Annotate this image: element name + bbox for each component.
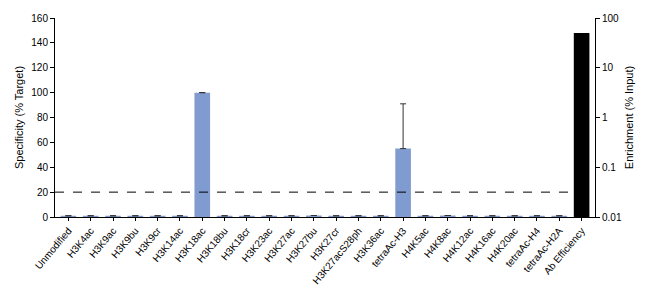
svg-text:120: 120 [31,62,48,73]
svg-text:H3K14ac: H3K14ac [150,225,185,264]
svg-text:0.01: 0.01 [602,212,622,223]
svg-text:H3K9cr: H3K9cr [133,225,163,258]
svg-text:H3K18bu: H3K18bu [195,225,230,264]
svg-text:H4K20ac: H4K20ac [485,225,520,264]
svg-text:Enrichment (% Input): Enrichment (% Input) [623,66,635,169]
svg-text:H3K27acS28ph: H3K27acS28ph [310,225,363,286]
svg-text:100: 100 [602,13,619,24]
svg-text:H3K27ac: H3K27ac [262,225,297,264]
svg-text:20: 20 [37,187,49,198]
svg-text:1: 1 [602,112,608,123]
svg-text:H3K4ac: H3K4ac [65,225,96,259]
svg-text:tetraAc-H4: tetraAc-H4 [503,225,542,269]
svg-text:H3K27bu: H3K27bu [284,225,319,264]
svg-text:H3K9ac: H3K9ac [87,225,118,259]
svg-text:H3K9bu: H3K9bu [109,225,141,260]
svg-text:H4K12ac: H4K12ac [441,225,476,264]
svg-text:H3K27cr: H3K27cr [308,225,342,262]
svg-text:H3K18cr: H3K18cr [219,225,253,262]
svg-text:60: 60 [37,137,49,148]
svg-text:Ab Efficiency: Ab Efficiency [542,225,587,276]
svg-text:0.1: 0.1 [602,162,616,173]
svg-text:160: 160 [31,13,48,24]
svg-text:tetraAc-H2A: tetraAc-H2A [521,225,565,274]
svg-text:Specificity (% Target): Specificity (% Target) [13,66,25,169]
svg-text:H4K5ac: H4K5ac [399,225,430,259]
svg-text:H3K36ac: H3K36ac [351,225,386,264]
svg-text:H3K18ac: H3K18ac [173,225,208,264]
svg-text:H3K23ac: H3K23ac [240,225,275,264]
svg-text:80: 80 [37,112,49,123]
svg-text:H4K8ac: H4K8ac [422,225,453,259]
svg-text:10: 10 [602,62,614,73]
svg-text:140: 140 [31,37,48,48]
svg-text:100: 100 [31,87,48,98]
svg-text:40: 40 [37,162,49,173]
svg-text:0: 0 [42,212,48,223]
svg-text:H4K16ac: H4K16ac [463,225,498,264]
svg-text:Unmodified: Unmodified [33,225,74,271]
svg-text:tetraAc-H3: tetraAc-H3 [369,225,408,269]
